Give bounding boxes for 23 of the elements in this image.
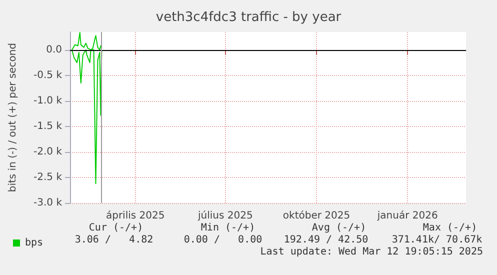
text: Last update: Wed Mar 12 19:05:15 2025: [260, 246, 483, 258]
y-tick-label: 0.0: [46, 44, 62, 56]
y-tick-label: -1.5 k: [34, 120, 62, 132]
x-tick-label: január 2026: [376, 210, 438, 222]
y-tick-label: -1.0 k: [34, 95, 62, 106]
x-tick-label: október 2025: [282, 210, 350, 222]
chart-title: veth3c4fdc3 traffic - by year: [156, 10, 342, 25]
y-axis-title: bits in (-) / out (+) per second: [8, 42, 18, 192]
text: Min (-/+): [200, 222, 256, 234]
y-tick-label: -3.0 k: [34, 198, 62, 208]
text: 3.06 / 4.82: [74, 234, 154, 246]
y-tick-label: -2.0 k: [34, 146, 62, 158]
x-tick-label: április 2025: [106, 210, 165, 222]
y-tick-label: -2.5 k: [34, 172, 62, 183]
y-tick-label: -0.5 k: [34, 70, 62, 81]
text: Max (-/+): [422, 222, 478, 234]
text: 371.41k/ 70.67k: [392, 234, 482, 246]
text: Avg (-/+): [312, 222, 366, 234]
text: 192.49 / 42.50: [284, 234, 368, 246]
text: Cur (-/+): [88, 222, 144, 234]
text: 0.00 / 0.00: [184, 234, 262, 246]
legend-label: bps: [25, 238, 44, 248]
x-tick-label: július 2025: [197, 210, 253, 222]
